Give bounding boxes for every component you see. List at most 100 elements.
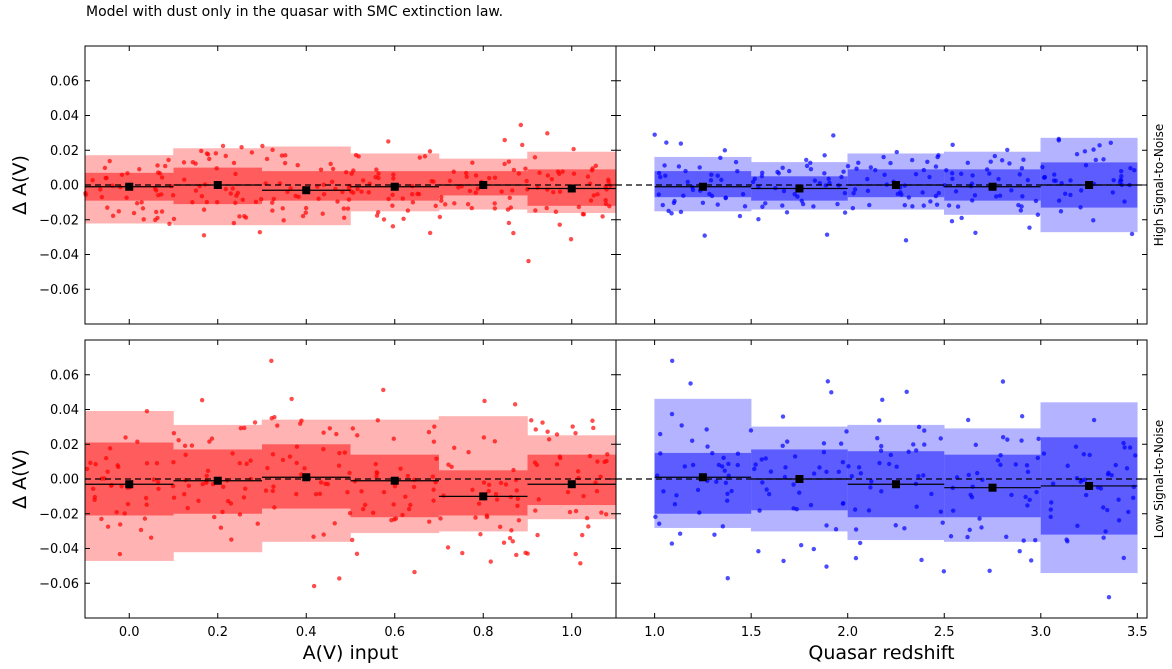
data-point xyxy=(456,185,461,190)
data-point xyxy=(525,551,530,556)
data-point xyxy=(437,214,443,220)
data-point xyxy=(911,442,916,447)
data-point xyxy=(83,192,88,198)
data-point xyxy=(794,506,799,512)
data-point xyxy=(376,175,381,181)
data-point xyxy=(595,459,600,464)
data-point xyxy=(272,505,277,510)
data-point xyxy=(275,423,280,428)
data-point xyxy=(735,462,740,468)
data-point xyxy=(571,146,576,152)
data-point xyxy=(427,230,433,236)
data-point xyxy=(725,576,730,581)
data-point xyxy=(507,195,512,200)
data-point xyxy=(606,177,611,182)
x-tick-label: 1.5 xyxy=(741,625,762,640)
data-point xyxy=(929,491,934,497)
data-point xyxy=(877,460,882,466)
data-point xyxy=(1023,494,1028,500)
data-point xyxy=(950,176,955,181)
data-point xyxy=(257,229,263,235)
data-point xyxy=(856,160,861,166)
data-point xyxy=(1035,455,1041,461)
data-point xyxy=(545,173,551,178)
data-point xyxy=(1124,466,1130,471)
data-point xyxy=(1109,473,1114,478)
data-point xyxy=(370,510,376,515)
data-point xyxy=(995,458,1001,463)
data-point xyxy=(346,185,352,190)
data-point xyxy=(969,494,975,500)
data-point xyxy=(334,431,339,437)
data-point xyxy=(879,489,884,494)
data-point xyxy=(313,491,319,497)
data-point xyxy=(1064,537,1069,542)
data-point xyxy=(877,418,882,423)
data-point xyxy=(980,477,985,483)
data-point xyxy=(302,466,307,471)
data-point xyxy=(107,158,112,164)
data-point xyxy=(1021,538,1026,543)
data-point xyxy=(473,173,479,178)
data-point xyxy=(159,192,164,197)
data-point xyxy=(729,488,734,494)
data-point xyxy=(1103,529,1108,534)
data-point xyxy=(351,168,356,173)
data-point xyxy=(298,421,303,426)
data-point xyxy=(888,160,893,166)
data-point xyxy=(311,534,316,539)
data-point xyxy=(225,498,231,504)
data-point xyxy=(595,192,600,197)
data-point xyxy=(882,172,887,178)
data-point xyxy=(858,471,863,476)
data-point xyxy=(557,222,562,227)
data-point xyxy=(949,219,955,224)
data-point xyxy=(374,474,379,479)
data-point xyxy=(1110,190,1116,195)
data-point xyxy=(904,389,909,394)
data-point xyxy=(481,435,487,440)
data-point xyxy=(1036,436,1041,441)
data-point xyxy=(1009,188,1014,193)
data-point xyxy=(780,203,785,208)
data-point xyxy=(575,469,581,474)
data-point xyxy=(375,418,381,423)
data-point xyxy=(842,190,848,196)
data-point xyxy=(944,168,949,173)
data-point xyxy=(170,483,176,489)
data-point xyxy=(593,163,599,169)
data-point xyxy=(214,166,219,171)
data-point xyxy=(452,445,457,451)
data-point xyxy=(748,428,754,433)
data-point xyxy=(1059,181,1064,186)
data-point xyxy=(152,186,158,191)
data-point xyxy=(1053,178,1059,184)
data-point xyxy=(757,508,762,513)
data-point xyxy=(540,420,545,425)
data-point xyxy=(996,176,1001,182)
data-point xyxy=(656,192,661,197)
data-point xyxy=(430,474,436,479)
data-point xyxy=(294,460,299,466)
data-point xyxy=(115,463,120,468)
data-point xyxy=(702,233,707,238)
data-point xyxy=(269,358,274,364)
data-point xyxy=(1019,414,1025,419)
data-point xyxy=(244,461,249,466)
data-point xyxy=(502,161,507,167)
data-point xyxy=(657,521,662,526)
data-point xyxy=(822,171,827,176)
data-point xyxy=(1005,437,1010,442)
data-point xyxy=(958,171,964,177)
data-point xyxy=(515,496,521,502)
data-point xyxy=(664,140,669,145)
data-point xyxy=(715,173,720,178)
data-point xyxy=(427,149,433,154)
data-point xyxy=(288,186,293,191)
data-point xyxy=(557,189,563,194)
data-point xyxy=(182,177,187,182)
data-point xyxy=(240,197,246,203)
data-point xyxy=(336,463,342,468)
data-point xyxy=(535,185,540,190)
data-point xyxy=(289,396,294,402)
